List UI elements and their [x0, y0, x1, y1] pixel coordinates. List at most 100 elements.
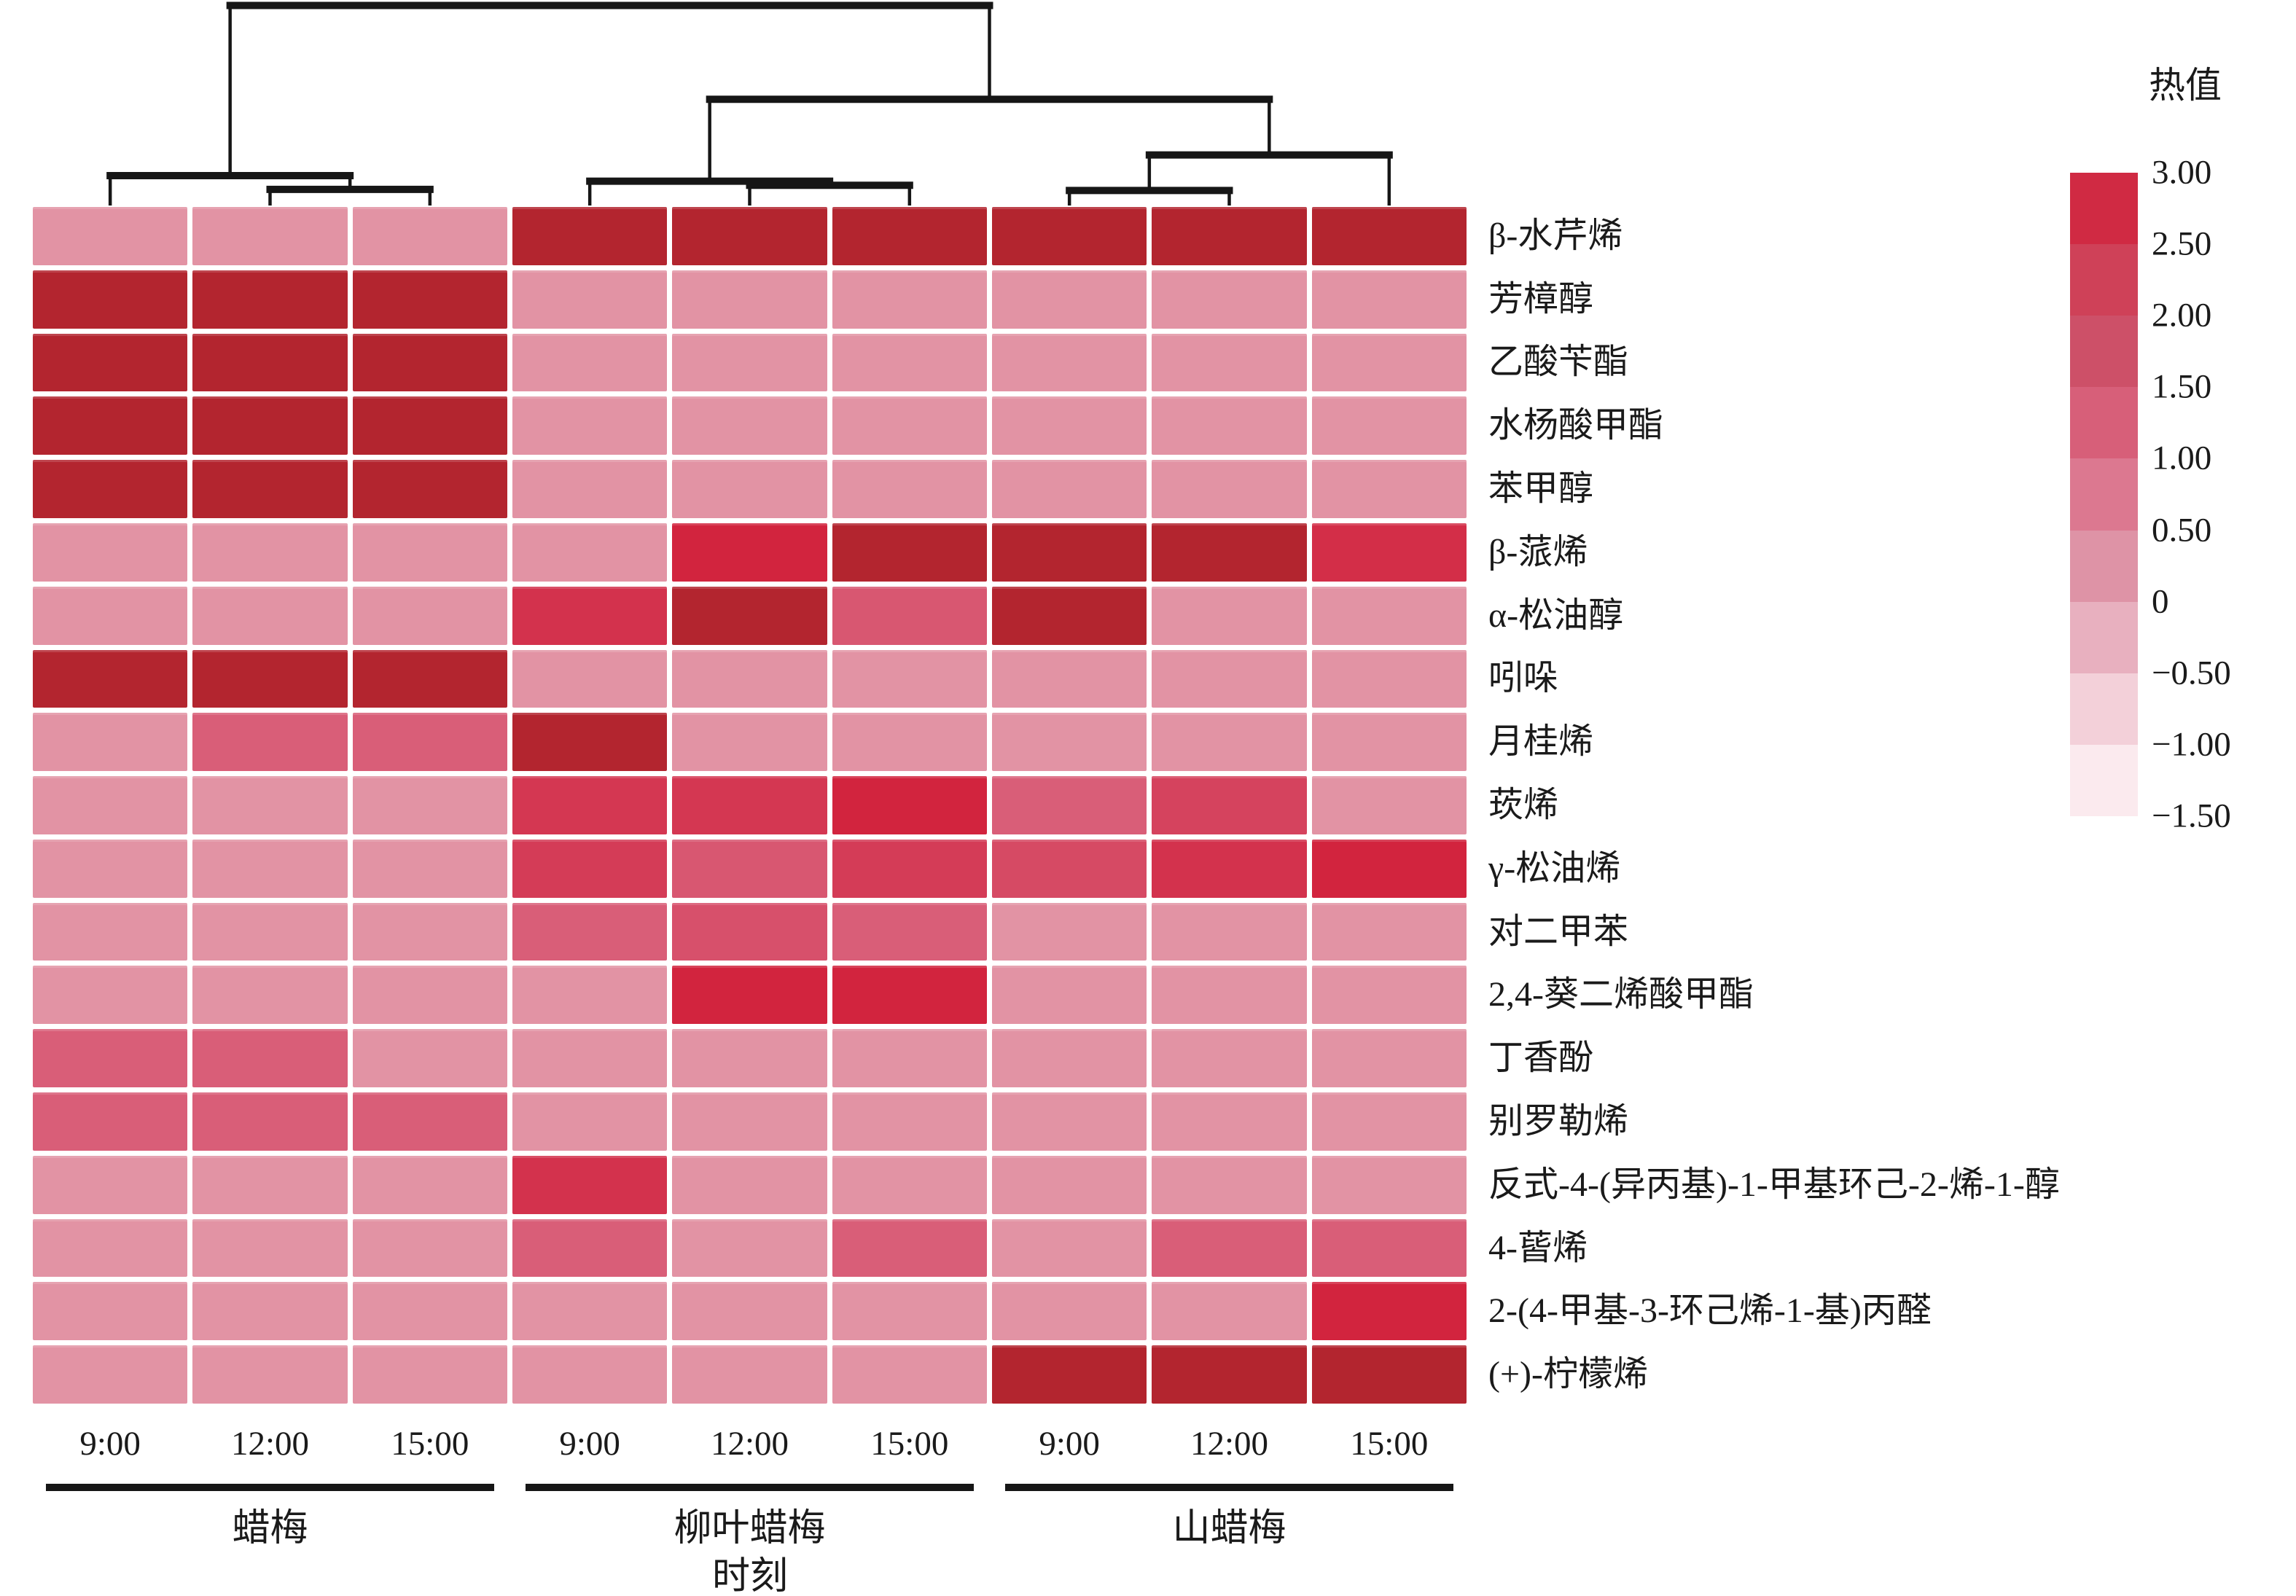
heatmap-cell: [991, 1092, 1147, 1151]
colorbar-segment: [2070, 744, 2138, 816]
heatmap-cell: [991, 1282, 1147, 1341]
heatmap-cell: [352, 649, 507, 708]
heatmap-cell: [352, 839, 507, 898]
heatmap-cell: [991, 1218, 1147, 1278]
heatmap-cell: [352, 523, 507, 582]
heatmap-cell: [33, 1092, 188, 1151]
heatmap-cell: [352, 207, 507, 265]
heatmap-cell: [991, 1345, 1147, 1404]
heatmap-cell: [33, 1282, 188, 1341]
heatmap-cell: [512, 776, 668, 834]
heatmap-cell: [33, 649, 188, 708]
row-label: 反式-4-(异丙基)-1-甲基环己-2-烯-1-醇: [1488, 1165, 2060, 1204]
heatmap-cell: [33, 207, 188, 265]
row-label: 对二甲苯: [1488, 912, 1629, 951]
heatmap-cell: [352, 713, 507, 772]
heatmap-cell: [1152, 1218, 1307, 1278]
heatmap-cell: [192, 1029, 348, 1088]
heatmap-cell: [512, 649, 668, 708]
heatmap-cell: [192, 649, 348, 708]
heatmap-cell: [1311, 1155, 1467, 1214]
heatmap-cell: [832, 333, 987, 392]
heatmap-cell: [832, 1029, 987, 1088]
heatmap-cell: [352, 396, 507, 455]
heatmap-grid: [33, 207, 1467, 1404]
heatmap-cell: [832, 966, 987, 1025]
row-label: 2,4-葵二烯酸甲酯: [1488, 975, 1754, 1014]
heatmap-cell: [512, 1029, 668, 1088]
heatmap-cell: [1311, 776, 1467, 834]
heatmap-cell: [1152, 776, 1307, 834]
heatmap-cell: [352, 1029, 507, 1088]
heatmap-cell: [1152, 966, 1307, 1025]
legend-tick-label: 2.50: [2152, 224, 2212, 263]
heatmap-cell: [33, 1029, 188, 1088]
heatmap-cell: [512, 1282, 668, 1341]
heatmap-cell: [672, 270, 827, 329]
heatmap-cell: [192, 1282, 348, 1341]
heatmap-cell: [832, 902, 987, 961]
heatmap-cell: [991, 207, 1147, 265]
heatmap-cell: [672, 523, 827, 582]
heatmap-cell: [1311, 1282, 1467, 1341]
heatmap-cell: [1152, 333, 1307, 392]
group-underline: [1005, 1484, 1453, 1491]
heatmap-cell: [512, 396, 668, 455]
row-label: α-松油醇: [1488, 595, 1624, 635]
heatmap-cell: [192, 1092, 348, 1151]
heatmap-cell: [33, 460, 188, 518]
heatmap-cell: [991, 1155, 1147, 1214]
heatmap-cell: [832, 649, 987, 708]
heatmap-cell: [1152, 1029, 1307, 1088]
heatmap-cell: [512, 902, 668, 961]
colorbar-segment: [2070, 530, 2138, 602]
heatmap-cell: [672, 333, 827, 392]
legend-colorbar: [2070, 173, 2138, 816]
heatmap-cell: [672, 1029, 827, 1088]
legend-tick-label: 3.00: [2152, 153, 2212, 192]
heatmap-cell: [352, 966, 507, 1025]
heatmap-cell: [512, 966, 668, 1025]
heatmap-cell: [1152, 586, 1307, 645]
heatmap-cell: [991, 523, 1147, 582]
heatmap-cell: [1311, 966, 1467, 1025]
heatmap-cell: [1152, 1092, 1307, 1151]
heatmap-cell: [1152, 396, 1307, 455]
heatmap-cell: [192, 713, 348, 772]
heatmap-cell: [512, 207, 668, 265]
group-label: 柳叶蜡梅: [673, 1508, 826, 1549]
heatmap-cell: [33, 776, 188, 834]
row-label: 苯甲醇: [1488, 469, 1594, 509]
row-label: (+)-柠檬烯: [1488, 1355, 1649, 1394]
heatmap-cell: [1311, 1218, 1467, 1278]
heatmap-cell: [1311, 586, 1467, 645]
row-label: 芳樟醇: [1488, 279, 1594, 318]
heatmap-cell: [991, 270, 1147, 329]
heatmap-cell: [1311, 207, 1467, 265]
heatmap-cell: [1311, 1345, 1467, 1404]
heatmap-cell: [672, 460, 827, 518]
x-axis-title: 时刻: [711, 1556, 789, 1596]
time-tick-label: 15:00: [870, 1425, 949, 1463]
heatmap-cell: [672, 207, 827, 265]
heatmap-cell: [832, 839, 987, 898]
heatmap-cell: [672, 1218, 827, 1278]
heatmap-cell: [1311, 1029, 1467, 1088]
heatmap-cell: [352, 1092, 507, 1151]
heatmap-cell: [991, 713, 1147, 772]
heatmap-cell: [352, 1218, 507, 1278]
heatmap-cell: [512, 270, 668, 329]
heatmap-cell: [33, 396, 188, 455]
row-label: 吲哚: [1488, 659, 1559, 698]
heatmap-cell: [1152, 1155, 1307, 1214]
heatmap-cell: [192, 270, 348, 329]
heatmap-cell: [991, 586, 1147, 645]
row-label: 2-(4-甲基-3-环己烯-1-基)丙醛: [1488, 1291, 1932, 1331]
heatmap-cell: [991, 460, 1147, 518]
legend-tick-label: 0: [2152, 582, 2169, 621]
heatmap-cell: [352, 902, 507, 961]
legend-title: 热值: [2149, 65, 2222, 106]
heatmap-cell: [991, 396, 1147, 455]
